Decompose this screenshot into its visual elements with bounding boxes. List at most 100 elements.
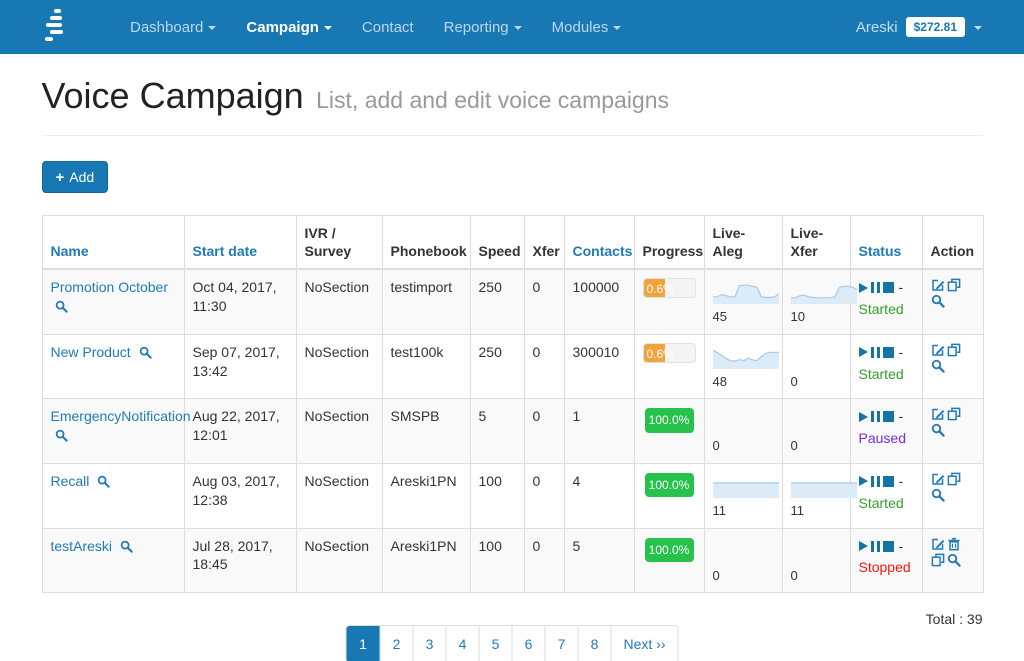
status-dash: -: [898, 537, 904, 554]
search-icon[interactable]: [120, 540, 133, 553]
action-cell: [921, 333, 984, 400]
column-header-start-date[interactable]: Start date: [183, 215, 297, 271]
dialerai-logo-icon[interactable]: [41, 7, 71, 47]
edit-icon[interactable]: [931, 407, 945, 421]
search-icon[interactable]: [931, 488, 945, 502]
column-header-name[interactable]: Name: [41, 215, 185, 271]
start-date-cell: Jul 28, 2017, 18:45: [183, 527, 297, 594]
progress-label: 0.6%: [646, 346, 674, 361]
play-icon: [858, 541, 868, 551]
page-button-7[interactable]: 7: [544, 626, 578, 661]
table-row: Promotion October Oct 04, 2017, 11:30 NoS…: [41, 268, 984, 335]
nav-item-dashboard[interactable]: Dashboard: [115, 0, 231, 54]
page-button-1[interactable]: 1: [346, 626, 380, 661]
edit-icon[interactable]: [931, 472, 945, 486]
edit-icon[interactable]: [931, 278, 945, 292]
progress-cell: 0.6%: [633, 268, 705, 335]
user-menu[interactable]: Areski $272.81: [856, 17, 982, 37]
nav-item-reporting[interactable]: Reporting: [429, 0, 537, 54]
ivr-survey-cell: NoSection: [295, 268, 383, 335]
page-subtitle: List, add and edit voice campaigns: [316, 87, 670, 113]
progress-badge: 100.0%: [644, 473, 694, 498]
progress-bar: 0.6%: [642, 342, 696, 363]
page-button-3[interactable]: 3: [412, 626, 446, 661]
edit-icon[interactable]: [931, 537, 945, 551]
phonebook-cell: testimport: [381, 268, 471, 335]
trash-icon[interactable]: [947, 537, 961, 551]
search-icon[interactable]: [947, 553, 961, 567]
name-cell: New Product: [41, 333, 185, 400]
table-row: New Product Sep 07, 2017, 13:42 NoSection…: [41, 333, 984, 400]
speed-cell: 250: [469, 268, 525, 335]
page-button-5[interactable]: 5: [478, 626, 512, 661]
search-icon[interactable]: [931, 294, 945, 309]
campaign-name-link[interactable]: EmergencyNotification: [51, 408, 191, 443]
copy-icon[interactable]: [931, 553, 945, 567]
copy-icon[interactable]: [947, 472, 961, 486]
search-icon[interactable]: [931, 423, 945, 438]
search-icon[interactable]: [55, 429, 68, 443]
copy-icon[interactable]: [947, 343, 961, 357]
page-button-6[interactable]: 6: [511, 626, 545, 661]
table-row: Recall Aug 03, 2017, 12:38 NoSection Aresk…: [41, 463, 984, 529]
page-button-2[interactable]: 2: [379, 626, 413, 661]
campaign-name-link[interactable]: New Product: [51, 344, 152, 360]
live-xfer-cell: 10: [781, 268, 857, 335]
sparkline-chart: [712, 482, 779, 499]
contacts-cell: 300010: [563, 333, 635, 400]
nav-item-label: Dashboard: [130, 18, 204, 36]
sparkline-empty: [713, 407, 779, 433]
column-header-xfer: Xfer: [523, 215, 565, 271]
edit-icon[interactable]: [931, 343, 945, 357]
next-page-button[interactable]: Next ››: [610, 626, 678, 661]
contacts-cell: 1: [563, 398, 635, 465]
play-icon: [858, 411, 868, 422]
campaign-name-link[interactable]: Recall: [51, 473, 111, 489]
live-xfer-value: 0: [790, 567, 798, 583]
action-cell: [921, 463, 984, 529]
status-icons: -: [858, 278, 914, 297]
status-label: Started: [858, 494, 904, 511]
status-dash: -: [898, 473, 904, 490]
action-cell: [921, 268, 984, 335]
status-label: Paused: [858, 430, 906, 447]
copy-icon[interactable]: [947, 407, 961, 421]
progress-badge: 100.0%: [644, 408, 694, 433]
campaign-name-link[interactable]: testAreski: [51, 538, 133, 554]
chevron-down-icon: [323, 26, 332, 30]
page-button-8[interactable]: 8: [577, 626, 611, 661]
sparkline-chart: [712, 284, 779, 305]
sparkline-empty: [791, 407, 857, 433]
search-icon[interactable]: [931, 359, 945, 373]
campaign-name-link[interactable]: Promotion October: [51, 279, 168, 314]
pause-icon: [870, 346, 880, 358]
name-cell: Recall: [41, 463, 185, 529]
search-icon[interactable]: [139, 346, 152, 359]
nav-item-campaign[interactable]: Campaign: [231, 0, 347, 54]
status-label: Started: [858, 365, 904, 382]
speed-cell: 100: [469, 463, 525, 529]
column-header-status[interactable]: Status: [849, 215, 923, 271]
status-icons: -: [858, 407, 914, 426]
search-icon[interactable]: [55, 300, 68, 313]
status-label: Started: [858, 301, 904, 318]
add-button[interactable]: + Add: [41, 161, 109, 193]
page-button-4[interactable]: 4: [445, 626, 479, 661]
xfer-cell: 0: [523, 333, 565, 400]
live-aleg-value: 45: [712, 309, 727, 325]
xfer-cell: 0: [523, 527, 565, 594]
user-name: Areski: [855, 18, 898, 36]
nav-item-modules[interactable]: Modules: [537, 0, 637, 54]
column-header-contacts[interactable]: Contacts: [563, 215, 635, 271]
action-cell: [921, 527, 984, 594]
nav-item-contact[interactable]: Contact: [347, 0, 429, 54]
copy-icon[interactable]: [947, 278, 961, 292]
nav-item-label: Campaign: [246, 18, 319, 36]
balance-badge: $272.81: [905, 17, 965, 37]
status-dash: -: [898, 279, 904, 296]
status-cell: - Stopped: [849, 527, 923, 594]
search-icon[interactable]: [97, 475, 110, 488]
sparkline-chart: [712, 349, 779, 369]
status-icons: -: [858, 343, 914, 362]
phonebook-cell: test100k: [381, 333, 471, 400]
